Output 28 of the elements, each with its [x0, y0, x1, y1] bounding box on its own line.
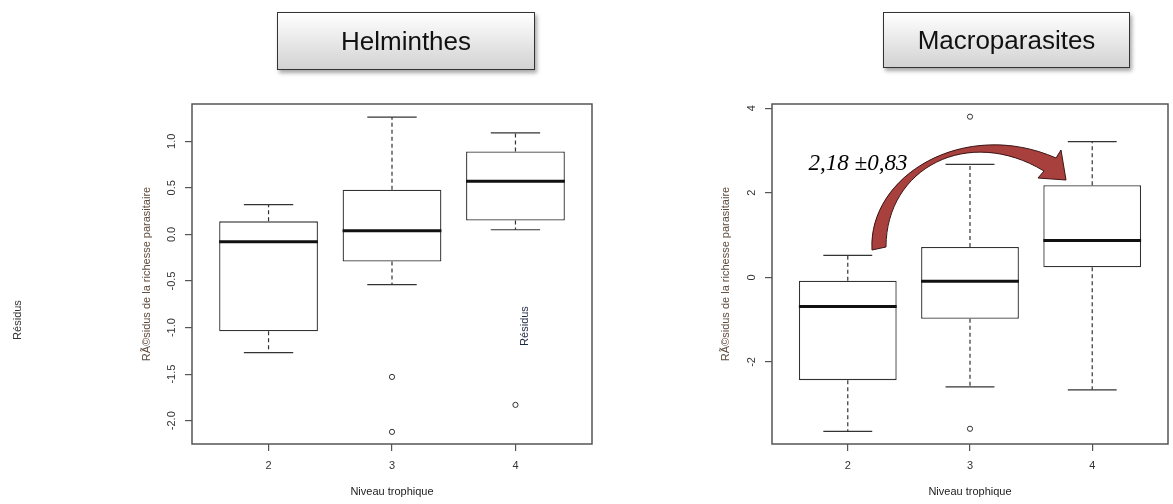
y-tick-label: -2 — [745, 357, 758, 367]
chart-title: Helminthes — [340, 26, 472, 56]
title-box: Helminthes — [277, 12, 535, 70]
y-axis-title: RÃ©sidus de la richesse parasitaire — [139, 186, 152, 362]
x-tick-label: 3 — [966, 458, 974, 471]
title-box: Macroparasites — [883, 12, 1130, 68]
chart-title: Macroparasites — [917, 25, 1096, 55]
y-tick-label: 0 — [745, 274, 758, 281]
y-tick-label: -1.0 — [165, 318, 178, 338]
y-tick-label: 0.5 — [165, 180, 178, 196]
annotation: Résidus — [518, 305, 531, 346]
y-axis-title: RÃ©sidus de la richesse parasitaire — [718, 186, 731, 362]
y-tick-label: 0.0 — [165, 226, 178, 243]
y-tick-label: 1.0 — [165, 133, 178, 149]
x-tick-label: 2 — [265, 458, 272, 471]
y-tick-label: -0.5 — [165, 271, 178, 291]
y-tick-label: 2 — [745, 189, 758, 196]
x-tick-label: 2 — [844, 458, 851, 471]
x-axis-title: Niveau trophique — [928, 485, 1012, 498]
annotation: 2,18 ±0,83 — [808, 150, 908, 175]
text: Résidus — [11, 299, 24, 340]
x-tick-label: 4 — [512, 458, 519, 471]
y-tick-label: -2.0 — [165, 411, 178, 431]
y-tick-label: 4 — [745, 105, 758, 112]
x-tick-label: 3 — [388, 458, 396, 471]
y-tick-label: -1.5 — [165, 364, 178, 384]
x-axis-title: Niveau trophique — [350, 485, 434, 498]
x-tick-label: 4 — [1089, 458, 1096, 471]
